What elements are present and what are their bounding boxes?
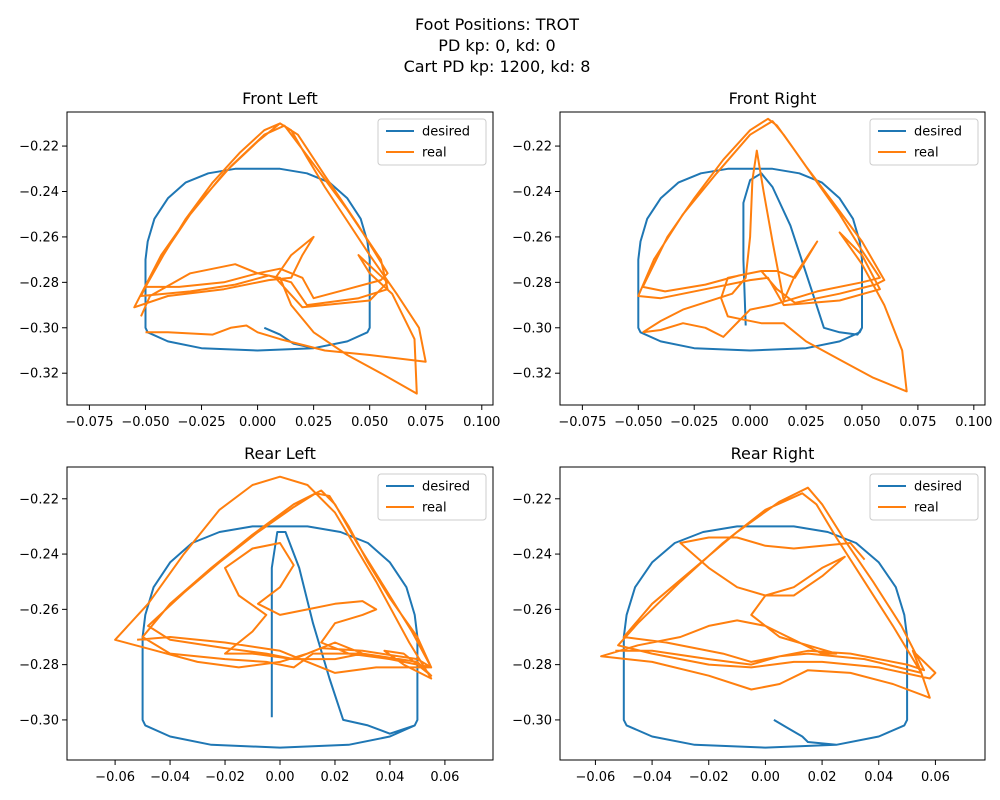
x-tick-label: 0.04 <box>864 770 893 785</box>
x-tick-label: 0.000 <box>239 415 276 430</box>
x-tick-label: −0.025 <box>670 415 718 430</box>
x-tick-label: 0.075 <box>899 415 936 430</box>
axes-frame <box>559 466 986 761</box>
subplot-3: Rear Left −0.06 −0.04 −0.02 0.00 0.02 0.04 0.06… <box>19 444 494 785</box>
legend-label-desired: desired <box>914 480 962 495</box>
x-tick-label: 0.025 <box>787 415 824 430</box>
subplots: Front Left −0.075 −0.050 −0.025 0.000 0.025 0.… <box>19 89 992 785</box>
subplot-4: Rear Right −0.06 −0.04 −0.02 0.00 0.02 0.04 0.0… <box>512 444 986 785</box>
y-tick-label: −0.22 <box>19 492 59 507</box>
legend-label-real: real <box>914 146 939 161</box>
series-line-real <box>114 475 433 680</box>
figure-suptitle-line-2: PD kp: 0, kd: 0 <box>438 36 555 55</box>
y-tick-label: −0.22 <box>512 492 552 507</box>
x-tick-label: −0.02 <box>689 770 729 785</box>
subplot-2: Front Right −0.075 −0.050 −0.025 0.000 0.025 0… <box>512 89 992 430</box>
x-tick-label: 0.075 <box>407 415 444 430</box>
axes-frame <box>559 111 986 406</box>
y-tick-label: −0.24 <box>19 185 59 200</box>
x-tick-label: 0.00 <box>266 770 295 785</box>
x-tick-label: 0.050 <box>843 415 880 430</box>
x-tick-label: 0.025 <box>295 415 332 430</box>
x-tick-label: −0.04 <box>632 770 672 785</box>
x-tick-label: 0.06 <box>430 770 459 785</box>
legend-label-desired: desired <box>422 480 470 495</box>
x-tick-label: 0.000 <box>732 415 769 430</box>
x-tick-label: −0.050 <box>614 415 662 430</box>
y-tick-label: −0.26 <box>512 230 552 245</box>
x-tick-label: 0.00 <box>751 770 780 785</box>
x-tick-label: 0.02 <box>320 770 349 785</box>
y-tick-label: −0.32 <box>512 367 552 382</box>
legend-label-desired: desired <box>422 125 470 140</box>
legend-label-desired: desired <box>914 125 962 140</box>
series-line-real <box>600 486 937 699</box>
x-tick-label: 0.100 <box>955 415 992 430</box>
legend-label-real: real <box>422 501 447 516</box>
x-tick-label: −0.02 <box>205 770 245 785</box>
y-tick-label: −0.24 <box>512 548 552 563</box>
y-tick-label: −0.26 <box>19 603 59 618</box>
y-tick-label: −0.22 <box>19 140 59 155</box>
y-tick-label: −0.24 <box>19 548 59 563</box>
series-line-desired <box>637 167 863 352</box>
x-tick-label: −0.025 <box>177 415 225 430</box>
y-tick-label: −0.24 <box>512 185 552 200</box>
x-tick-label: 0.050 <box>351 415 388 430</box>
x-tick-label: 0.02 <box>808 770 837 785</box>
x-tick-label: −0.050 <box>121 415 169 430</box>
figure-suptitle-line-1: Foot Positions: TROT <box>415 15 579 34</box>
y-tick-label: −0.32 <box>19 367 59 382</box>
legend-label-real: real <box>422 146 447 161</box>
y-tick-label: −0.26 <box>512 603 552 618</box>
y-tick-label: −0.26 <box>19 230 59 245</box>
series-line-real <box>133 122 427 395</box>
subplot-title: Rear Right <box>731 444 815 463</box>
series-line-real <box>637 117 908 393</box>
y-tick-label: −0.28 <box>512 658 552 673</box>
y-tick-label: −0.28 <box>19 658 59 673</box>
y-tick-label: −0.22 <box>512 140 552 155</box>
x-tick-label: −0.075 <box>558 415 606 430</box>
subplot-1: Front Left −0.075 −0.050 −0.025 0.000 0.025 0.… <box>19 89 500 430</box>
x-tick-label: −0.06 <box>95 770 135 785</box>
series-line-desired <box>622 525 909 749</box>
x-tick-label: 0.100 <box>463 415 500 430</box>
x-tick-label: 0.04 <box>375 770 404 785</box>
axes-frame <box>66 111 494 406</box>
x-tick-label: −0.04 <box>150 770 190 785</box>
y-tick-label: −0.28 <box>19 276 59 291</box>
y-tick-label: −0.30 <box>19 321 59 336</box>
series-line-desired <box>141 525 419 749</box>
x-tick-label: −0.06 <box>575 770 615 785</box>
figure-suptitle-line-3: Cart PD kp: 1200, kd: 8 <box>404 57 591 76</box>
y-tick-label: −0.30 <box>512 321 552 336</box>
subplot-title: Rear Left <box>244 444 316 463</box>
subplot-title: Front Right <box>729 89 817 108</box>
y-tick-label: −0.30 <box>512 713 552 728</box>
y-tick-label: −0.30 <box>19 713 59 728</box>
legend-label-real: real <box>914 501 939 516</box>
x-tick-label: 0.06 <box>921 770 950 785</box>
subplot-title: Front Left <box>242 89 318 108</box>
y-tick-label: −0.28 <box>512 276 552 291</box>
x-tick-label: −0.075 <box>65 415 113 430</box>
